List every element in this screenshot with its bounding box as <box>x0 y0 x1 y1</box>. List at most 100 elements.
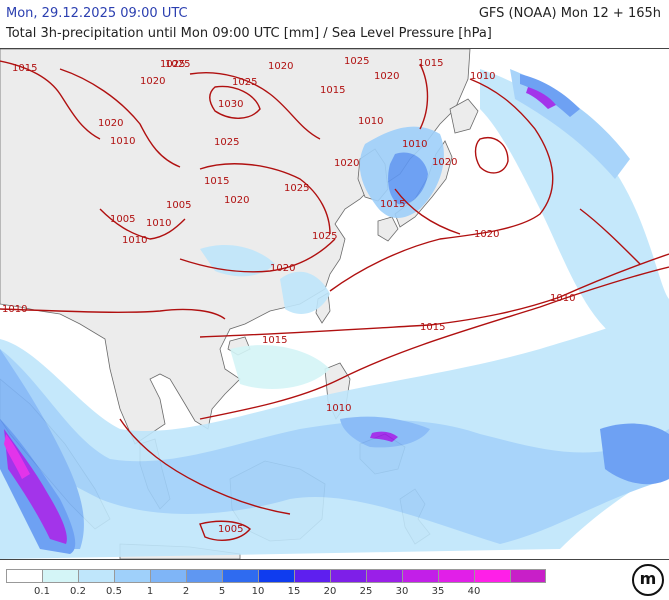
legend-swatch <box>114 569 150 583</box>
isobar-label: 1010 <box>550 293 575 304</box>
isobar-1015-north <box>419 63 429 130</box>
isobar-label: 1010 <box>110 136 135 147</box>
isobar-1015-west <box>0 60 101 140</box>
legend-swatch <box>366 569 402 583</box>
japan-kyushu <box>377 216 399 242</box>
isobar-label: 1020 <box>98 118 123 129</box>
legend-tick-label: 5 <box>218 586 226 597</box>
isobar-labels: 1015 1020 1025 1030 1025 1020 1020 1010 … <box>2 56 575 535</box>
legend-tick-label: 0.2 <box>70 586 86 597</box>
legend-tick-label: 10 <box>251 586 265 597</box>
legend-tick-label: 35 <box>431 586 445 597</box>
legend-swatch <box>294 569 330 583</box>
legend-tick-label: 20 <box>323 586 337 597</box>
isobar-1025-china <box>199 163 331 235</box>
isobar-label: 1010 <box>358 116 383 127</box>
legend-tick-label: 30 <box>395 586 409 597</box>
isobar-label: 1020 <box>268 61 293 72</box>
isobar-label: 1025 <box>165 59 190 70</box>
forecast-valid-time: Mon, 29.12.2025 09:00 UTC <box>6 6 188 21</box>
isobar-label: 1025 <box>160 59 185 70</box>
precip-south-china-sea <box>230 345 330 389</box>
legend-swatch <box>222 569 258 583</box>
isobar-1010-sea <box>119 418 291 515</box>
isobar-label: 1015 <box>12 63 37 74</box>
legend-tick-label: 25 <box>359 586 373 597</box>
legend-swatch <box>186 569 222 583</box>
precip-band-sw-mid <box>0 349 669 544</box>
isobar-label: 1025 <box>344 56 369 67</box>
map-canvas: 1015 1020 1025 1030 1025 1020 1020 1010 … <box>0 48 669 560</box>
isobar-1005-india <box>99 208 186 240</box>
isobar-label: 1015 <box>420 322 445 333</box>
isobar-label: 1015 <box>262 335 287 346</box>
isobar-label: 1005 <box>218 524 243 535</box>
isobar-label: 1025 <box>232 77 257 88</box>
legend-tick-label: 0.5 <box>106 586 122 597</box>
isobar-label: 1010 <box>326 403 351 414</box>
header: Mon, 29.12.2025 09:00 UTC GFS (NOAA) Mon… <box>0 0 669 48</box>
model-run-info: GFS (NOAA) Mon 12 + 165h <box>478 6 661 21</box>
precip-kamchatka <box>520 74 580 117</box>
isobar-1020-ring <box>329 78 554 292</box>
precip-philippines-core <box>370 431 398 442</box>
isobar-label: 1020 <box>224 195 249 206</box>
legend-swatch <box>78 569 114 583</box>
legend-swatch <box>510 569 546 583</box>
legend-swatch <box>474 569 510 583</box>
isobar-label: 1015 <box>204 176 229 187</box>
isobar-1020-cell <box>474 137 509 174</box>
legend-tick-label: 1 <box>146 586 154 597</box>
isobar-label: 1030 <box>218 99 243 110</box>
isobar-1010-east <box>579 208 641 265</box>
isobar-label: 1025 <box>312 231 337 242</box>
isobar-label: 1015 <box>418 58 443 69</box>
legend-tick-label: 15 <box>287 586 301 597</box>
precip-extreme-core <box>4 434 30 479</box>
isobar-1030-mong <box>209 85 261 119</box>
legend-swatch <box>6 569 42 583</box>
legend-swatch <box>150 569 186 583</box>
isobar-1015-main <box>199 253 669 338</box>
meteologix-logo-icon[interactable]: m <box>632 564 664 596</box>
legend-tick-label: 2 <box>182 586 190 597</box>
isobar-label: 1025 <box>284 183 309 194</box>
isobar-label: 1010 <box>402 139 427 150</box>
legend-tick-label: 40 <box>467 586 481 597</box>
legend-swatch <box>402 569 438 583</box>
isobar-label: 1005 <box>110 214 135 225</box>
japan-hokkaido <box>449 98 479 134</box>
isobar-label: 1010 <box>146 218 171 229</box>
weather-map[interactable]: 1015 1020 1025 1030 1025 1020 1020 1010 … <box>0 48 669 560</box>
precip-east-china <box>280 271 330 314</box>
map-subtitle: Total 3h-precipitation until Mon 09:00 U… <box>6 26 492 41</box>
precip-band-sw-core <box>0 349 84 549</box>
isobar-label: 1020 <box>374 71 399 82</box>
isobar-1020-china <box>179 238 336 273</box>
isobar-label: 1020 <box>334 158 359 169</box>
isobar-label: 1005 <box>166 200 191 211</box>
precip-japan-core <box>388 152 428 205</box>
legend-tick-label: 0.1 <box>34 586 50 597</box>
isobar-label: 1025 <box>214 137 239 148</box>
isobar-1015-japan <box>394 188 461 235</box>
precip-east-heavy <box>600 423 669 485</box>
precip-kamchatka-core <box>526 87 556 109</box>
legend-swatch <box>42 569 78 583</box>
isobar-label: 1020 <box>432 157 457 168</box>
isobar-label: 1010 <box>2 304 27 315</box>
isobar-1010-south <box>199 266 669 420</box>
isobars <box>0 60 669 541</box>
legend-swatch <box>438 569 474 583</box>
isobar-label: 1015 <box>380 199 405 210</box>
isobar-label: 1020 <box>140 76 165 87</box>
isobar-1010-a <box>0 308 226 320</box>
isobar-label: 1020 <box>474 229 499 240</box>
isobar-label: 1020 <box>270 263 295 274</box>
isobar-1025-mong <box>189 72 321 140</box>
isobar-1005-borneo <box>199 520 251 541</box>
isobar-label: 1010 <box>122 235 147 246</box>
precip-west-pacific <box>480 69 669 369</box>
precipitation-field <box>0 69 669 559</box>
legend-swatch <box>258 569 294 583</box>
